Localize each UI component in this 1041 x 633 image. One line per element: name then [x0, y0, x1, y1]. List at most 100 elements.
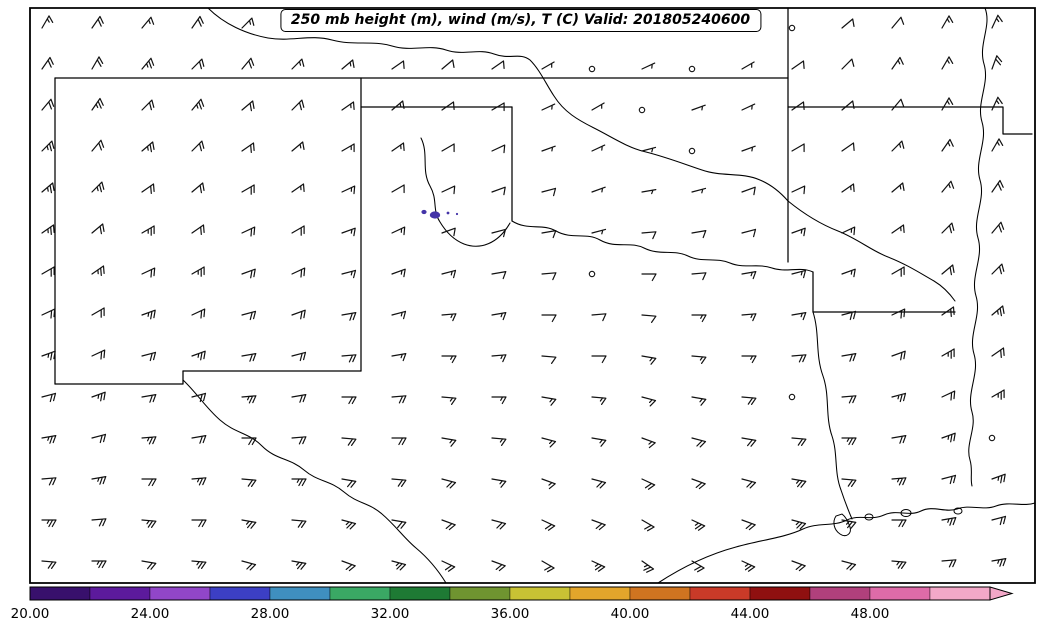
wind-barb — [841, 395, 857, 404]
wind-barb — [141, 519, 157, 528]
wind-barb — [291, 351, 307, 362]
wind-barb — [41, 224, 55, 235]
wind-barb — [691, 396, 707, 406]
wind-barb — [341, 59, 355, 70]
colorbar-tick-label: 20.00 — [11, 606, 50, 622]
calm-wind-circle — [688, 65, 696, 73]
colorbar-tick-label: 36.00 — [491, 606, 530, 622]
wind-barb — [991, 179, 1004, 193]
wind-barb — [891, 350, 906, 361]
wind-barb — [641, 437, 656, 449]
wind-barb — [341, 269, 357, 279]
wind-barb — [441, 355, 457, 364]
wind-barb — [791, 227, 806, 237]
wind-barb — [541, 103, 556, 111]
wind-barb — [141, 560, 157, 570]
wind-barb — [791, 269, 807, 279]
wind-barb — [691, 560, 705, 573]
wind-barb — [391, 100, 405, 111]
wind-barb — [491, 228, 507, 238]
wind-barb — [141, 478, 157, 487]
colorbar-segment — [869, 586, 931, 601]
colorbar-tick-label: 44.00 — [731, 606, 770, 622]
wind-barb — [491, 354, 507, 363]
wind-barb — [541, 61, 555, 70]
wind-barb — [241, 57, 255, 70]
wind-barb — [941, 180, 955, 193]
chart-title: 250 mb height (m), wind (m/s), T (C) Val… — [279, 9, 762, 32]
red-river — [511, 220, 814, 273]
wind-barb — [891, 308, 906, 319]
contour-patch-blob — [421, 209, 427, 215]
wind-barb — [641, 396, 657, 407]
wind-barb — [41, 140, 55, 152]
wind-barb — [441, 519, 456, 531]
wind-barb — [441, 143, 455, 153]
wind-barb — [541, 230, 557, 239]
wind-barb — [691, 314, 707, 323]
wind-barb — [491, 186, 506, 196]
wind-barb — [641, 478, 656, 490]
mississippi-river — [968, 7, 988, 487]
contour-fill-patch — [421, 209, 459, 219]
coastal-lake — [900, 509, 912, 517]
wind-barb — [591, 519, 606, 531]
colorbar-segment — [509, 586, 571, 601]
wind-barb — [891, 266, 905, 277]
wind-barb — [991, 305, 1005, 317]
wind-barb — [141, 309, 156, 320]
wind-barb — [191, 392, 207, 403]
colorbar-tick-label: 32.00 — [371, 606, 410, 622]
wind-barb — [541, 478, 556, 490]
wind-barb — [591, 144, 606, 152]
wind-barb — [791, 354, 807, 363]
wind-barb — [191, 15, 204, 29]
wind-barb — [391, 395, 407, 404]
wind-barb — [641, 62, 656, 70]
wind-barb — [241, 478, 257, 487]
wind-barb — [841, 226, 856, 236]
wind-barb — [391, 60, 405, 70]
wind-barb — [91, 56, 104, 70]
wind-barb — [841, 353, 857, 362]
wind-barb — [391, 353, 407, 362]
wind-barb — [341, 560, 356, 572]
wind-barb — [341, 354, 357, 363]
wind-barb — [741, 186, 756, 196]
wind-barb — [841, 560, 857, 571]
wind-barb — [441, 227, 456, 237]
wind-barb — [991, 96, 1003, 111]
new-mexico-south-border — [54, 370, 184, 385]
wind-barb — [941, 97, 954, 111]
wind-barb — [791, 185, 806, 195]
wind-barb — [291, 183, 305, 193]
wind-barb — [191, 182, 205, 194]
wind-barb — [341, 396, 357, 405]
sabine-river-tx-la-border — [812, 311, 853, 520]
wind-barb — [841, 437, 857, 446]
wind-barb — [791, 560, 806, 572]
wind-barb — [191, 140, 205, 152]
wind-barb — [191, 224, 205, 235]
wind-barb — [341, 143, 355, 153]
wind-barb — [291, 58, 305, 70]
wind-barb — [91, 307, 105, 318]
wind-barb — [641, 189, 657, 195]
wind-barb — [841, 100, 855, 111]
coastal-lake — [864, 513, 874, 521]
colorbar-arrow — [989, 586, 1014, 601]
wind-barb — [241, 519, 257, 529]
wind-barb — [391, 184, 405, 194]
wind-barb — [991, 558, 1007, 567]
wind-barb — [741, 313, 757, 322]
wind-barb — [641, 146, 657, 153]
wind-barb — [91, 518, 107, 527]
wind-barb — [791, 60, 805, 70]
wind-barb — [191, 519, 207, 528]
wind-barb — [41, 98, 55, 111]
wind-barb — [141, 436, 157, 445]
wind-barb — [491, 519, 507, 530]
wind-barb — [741, 437, 757, 447]
colorbar-segment — [329, 586, 391, 601]
